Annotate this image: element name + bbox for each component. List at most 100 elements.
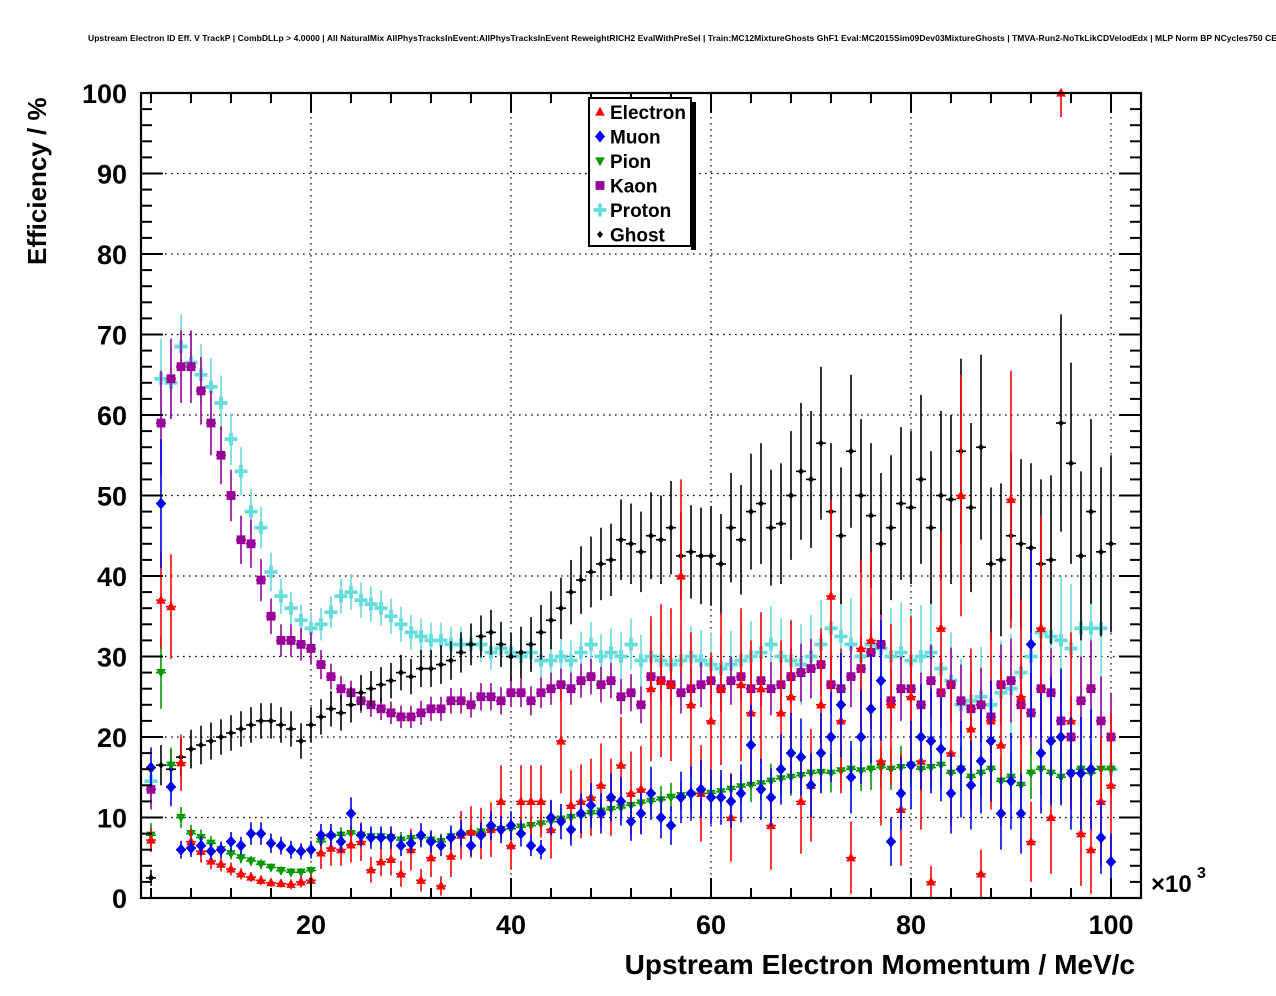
data-point <box>366 831 376 844</box>
data-point <box>316 660 326 669</box>
x-tick-label: 40 <box>496 910 526 940</box>
data-point <box>1046 812 1056 822</box>
data-point <box>876 674 886 687</box>
data-point <box>938 491 944 500</box>
data-point <box>306 843 316 856</box>
y-axis-title: Efficiency / % <box>22 97 52 265</box>
data-point <box>568 588 574 596</box>
data-point <box>806 664 816 673</box>
data-point <box>374 601 388 615</box>
data-point <box>1026 769 1036 779</box>
data-point <box>288 725 294 733</box>
data-point <box>326 842 336 852</box>
data-point <box>326 672 336 682</box>
data-point <box>166 601 176 611</box>
legend-item-kaon[interactable]: Kaon <box>595 177 658 198</box>
legend-item-electron[interactable]: Electron <box>595 103 686 124</box>
data-point <box>768 524 774 532</box>
data-point <box>286 843 296 856</box>
data-point <box>988 560 994 568</box>
data-point <box>588 568 594 576</box>
data-point <box>956 763 966 776</box>
y-tick-label: 30 <box>97 643 127 673</box>
data-point <box>896 684 906 694</box>
data-point <box>666 819 676 832</box>
data-point <box>546 684 556 694</box>
data-point <box>606 791 616 804</box>
legend-item-pion[interactable]: Pion <box>595 152 651 173</box>
data-point <box>614 650 628 663</box>
data-point <box>866 702 876 715</box>
data-point <box>846 672 856 682</box>
data-point <box>446 831 456 844</box>
data-point <box>908 503 914 512</box>
data-point <box>978 443 984 451</box>
data-point <box>1018 540 1024 548</box>
data-point <box>348 701 354 709</box>
legend-item-proton[interactable]: Proton <box>593 201 672 222</box>
data-point <box>848 447 854 455</box>
data-point <box>776 763 786 776</box>
data-points <box>144 87 1118 898</box>
data-point <box>608 556 614 564</box>
data-point <box>408 673 414 681</box>
data-point <box>1106 855 1116 868</box>
data-point <box>578 576 584 584</box>
data-point <box>308 721 314 729</box>
data-point <box>624 637 638 651</box>
data-point <box>204 380 218 394</box>
legend-item-ghost[interactable]: Ghost <box>597 226 666 247</box>
data-point <box>276 867 286 876</box>
data-point <box>1088 508 1094 516</box>
data-point <box>668 524 674 532</box>
data-point <box>468 640 474 649</box>
data-point <box>996 807 1006 820</box>
data-point <box>1076 696 1086 706</box>
data-point <box>1106 780 1116 789</box>
data-point <box>216 858 226 868</box>
data-point <box>554 650 568 663</box>
data-point <box>598 560 604 568</box>
data-point <box>838 532 844 540</box>
data-point <box>1068 459 1074 467</box>
data-point <box>286 636 296 645</box>
data-point <box>248 721 254 729</box>
legend-label: Ghost <box>610 226 666 247</box>
y-tick-label: 0 <box>112 884 127 914</box>
data-point <box>478 632 484 640</box>
data-point <box>556 735 566 745</box>
data-point <box>186 842 196 855</box>
plot-title: Upstream Electron ID Eff. V TrackP | Com… <box>88 33 1276 43</box>
data-point <box>498 640 504 649</box>
data-point <box>528 640 534 649</box>
data-point <box>346 839 356 849</box>
data-point <box>246 871 256 881</box>
data-point <box>928 524 934 532</box>
data-point <box>976 700 986 710</box>
data-point <box>266 611 276 621</box>
legend-label: Electron <box>610 103 686 124</box>
y-tick-label: 100 <box>82 79 127 109</box>
data-point <box>636 700 646 710</box>
axis-tick-labels: 0 10 20 30 40 50 60 70 80 90 100 20 40 60 80 100 ×10 3 <box>82 79 1206 940</box>
data-point <box>808 475 814 483</box>
data-point <box>976 755 986 768</box>
data-point <box>476 829 486 842</box>
data-point <box>536 796 546 805</box>
data-point <box>266 863 276 873</box>
data-point <box>606 676 616 686</box>
x-axis-multiplier: ×10 <box>1151 871 1192 898</box>
data-point <box>286 879 296 888</box>
data-point <box>936 743 946 756</box>
data-point <box>776 707 786 717</box>
data-point <box>414 629 428 643</box>
data-point <box>566 823 576 836</box>
legend-item-muon[interactable]: Muon <box>595 128 661 149</box>
data-point <box>284 601 298 615</box>
data-point <box>594 650 608 663</box>
data-point <box>344 585 358 599</box>
legend[interactable]: Electron Muon Pion Kaon Proton Ghost <box>588 97 696 250</box>
data-point <box>576 676 586 686</box>
data-point <box>636 784 646 793</box>
data-point <box>146 761 156 774</box>
